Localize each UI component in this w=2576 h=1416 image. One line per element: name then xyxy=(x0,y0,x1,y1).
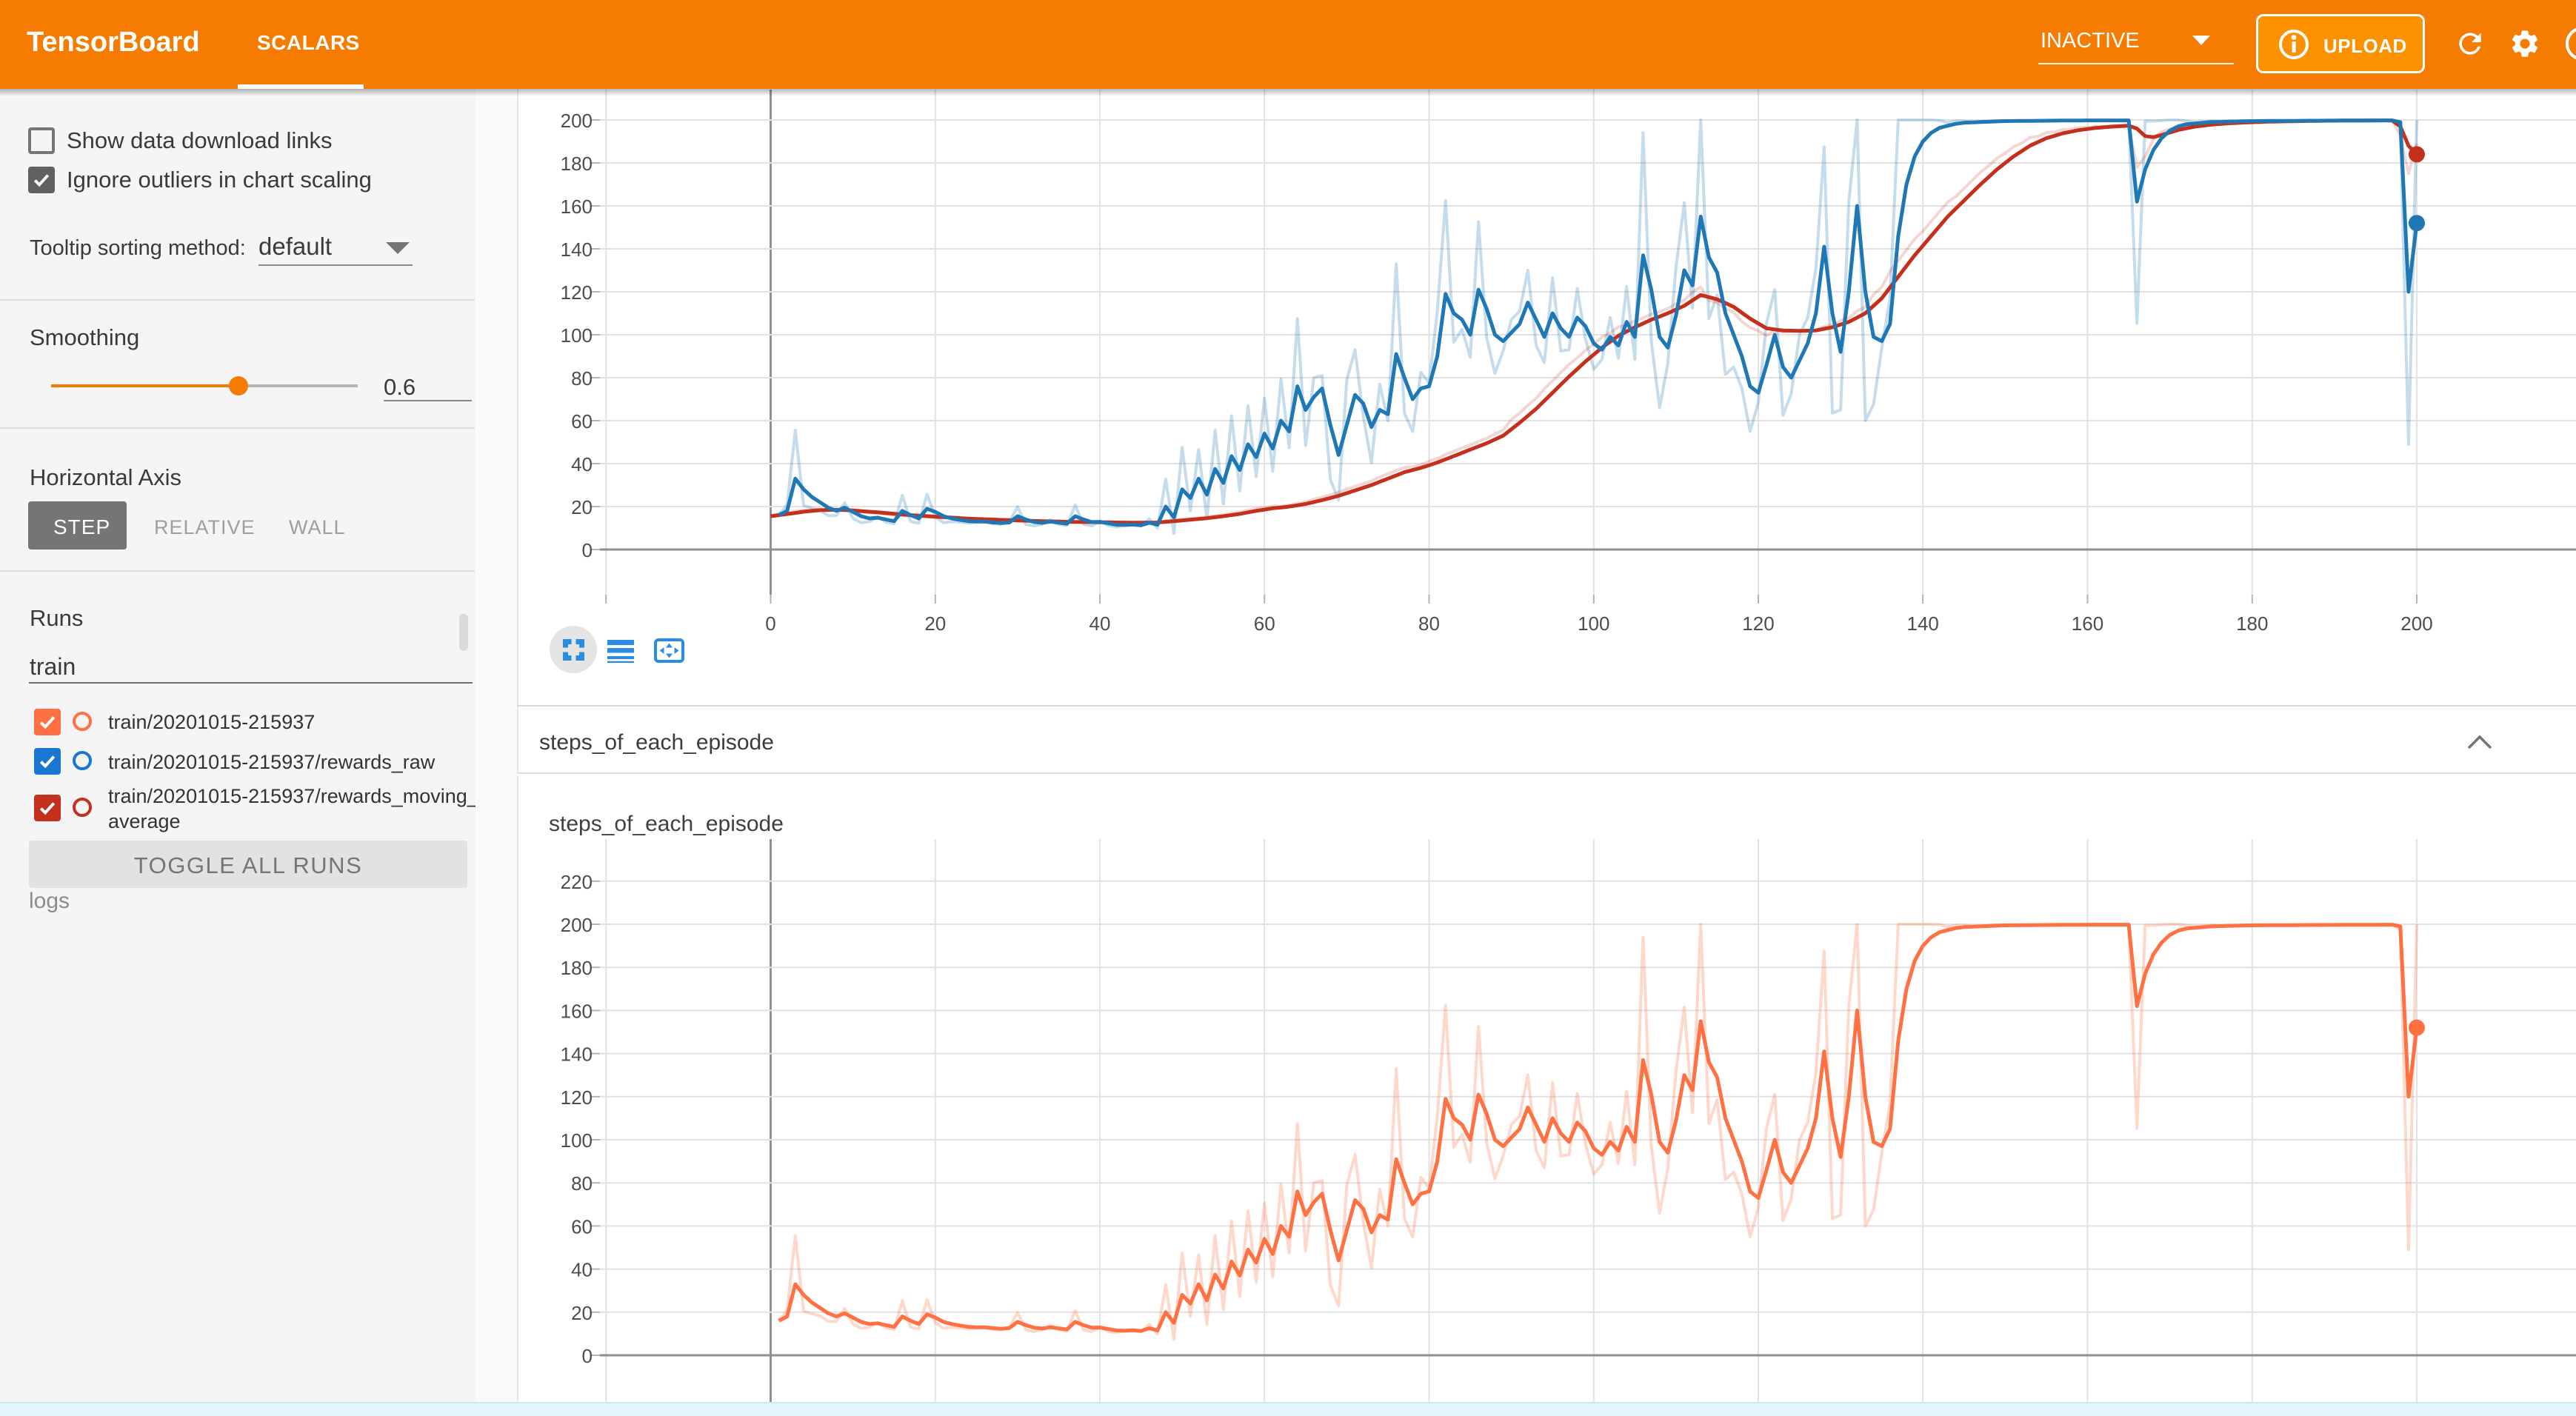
svg-text:180: 180 xyxy=(561,153,593,175)
svg-text:80: 80 xyxy=(571,367,593,390)
svg-text:120: 120 xyxy=(1742,612,1774,635)
svg-text:20: 20 xyxy=(924,612,946,635)
svg-text:200: 200 xyxy=(561,110,593,132)
svg-text:140: 140 xyxy=(561,238,593,261)
svg-text:120: 120 xyxy=(561,1086,593,1109)
svg-text:180: 180 xyxy=(2236,612,2268,635)
svg-text:200: 200 xyxy=(561,914,593,936)
svg-text:100: 100 xyxy=(1578,612,1609,635)
svg-text:60: 60 xyxy=(1254,612,1275,635)
svg-text:0: 0 xyxy=(765,612,775,635)
svg-text:40: 40 xyxy=(571,453,593,475)
svg-text:80: 80 xyxy=(1418,612,1440,635)
svg-text:20: 20 xyxy=(571,1302,593,1324)
svg-text:120: 120 xyxy=(561,281,593,304)
svg-text:160: 160 xyxy=(561,196,593,218)
svg-text:100: 100 xyxy=(561,1129,593,1152)
svg-text:80: 80 xyxy=(571,1172,593,1195)
svg-text:60: 60 xyxy=(571,410,593,433)
svg-text:200: 200 xyxy=(2400,612,2432,635)
svg-text:40: 40 xyxy=(1090,612,1111,635)
svg-text:140: 140 xyxy=(561,1043,593,1066)
svg-text:220: 220 xyxy=(561,871,593,893)
svg-text:0: 0 xyxy=(582,539,593,561)
svg-text:160: 160 xyxy=(561,1000,593,1022)
svg-text:40: 40 xyxy=(571,1259,593,1281)
svg-text:180: 180 xyxy=(561,957,593,979)
svg-text:0: 0 xyxy=(582,1345,593,1367)
svg-text:140: 140 xyxy=(1907,612,1939,635)
svg-text:100: 100 xyxy=(561,324,593,347)
svg-text:160: 160 xyxy=(2072,612,2103,635)
svg-text:60: 60 xyxy=(571,1215,593,1238)
svg-text:20: 20 xyxy=(571,496,593,518)
